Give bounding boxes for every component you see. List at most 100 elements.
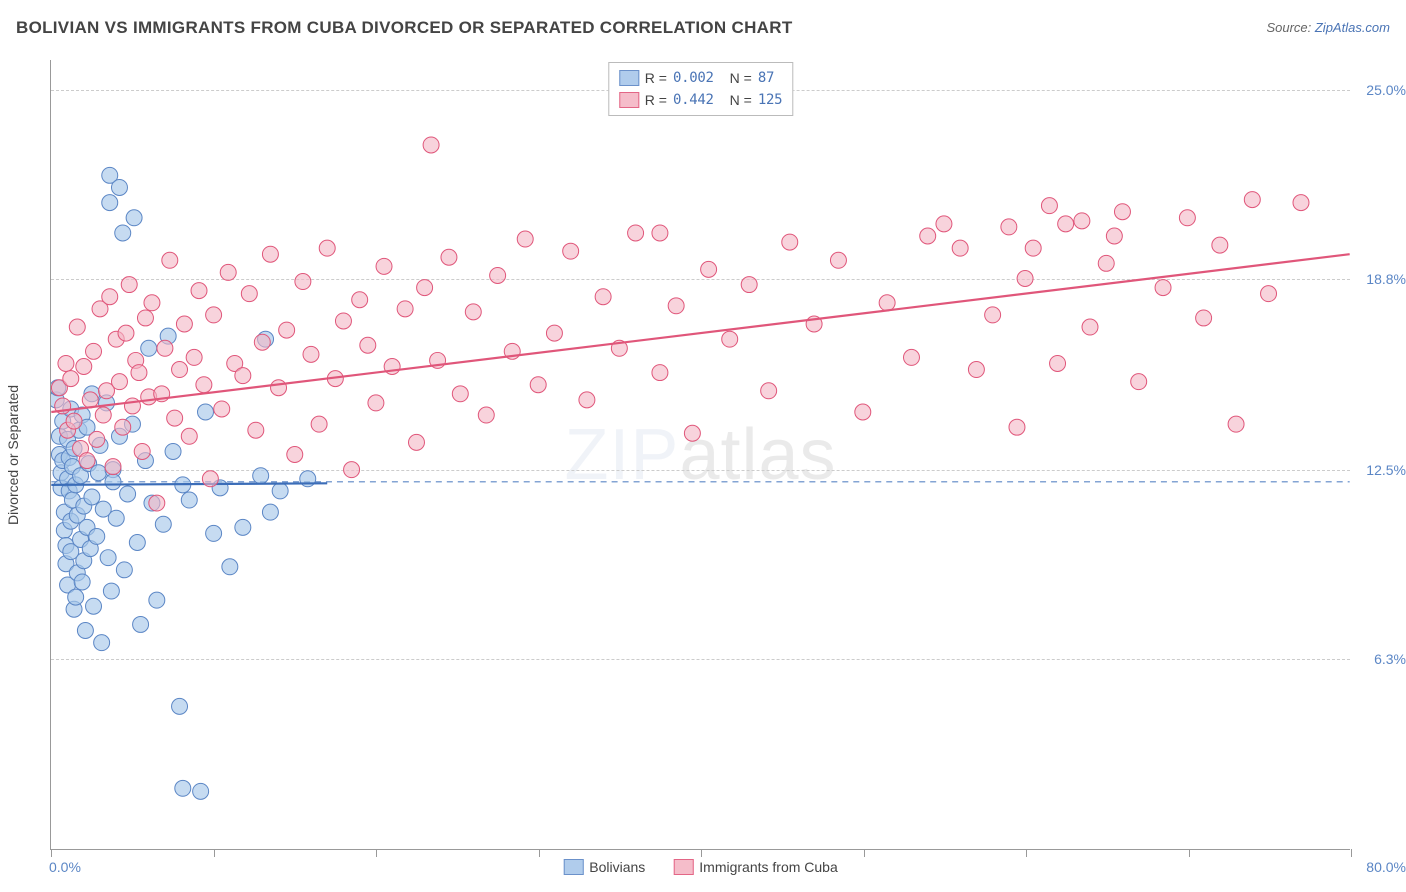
data-point (55, 398, 71, 414)
x-tick (1189, 849, 1190, 857)
x-axis-end-label: 80.0% (1366, 859, 1406, 875)
data-point (60, 431, 76, 447)
source-link[interactable]: ZipAtlas.com (1315, 20, 1390, 35)
x-tick (864, 849, 865, 857)
data-point (92, 301, 108, 317)
data-point (77, 623, 93, 639)
data-point (111, 428, 127, 444)
data-point (335, 313, 351, 329)
data-point (118, 325, 134, 341)
data-point (258, 331, 274, 347)
data-point (102, 289, 118, 305)
data-point (141, 389, 157, 405)
data-point (628, 225, 644, 241)
data-point (952, 240, 968, 256)
data-point (279, 322, 295, 338)
x-tick (539, 849, 540, 857)
data-point (89, 431, 105, 447)
data-point (165, 443, 181, 459)
data-point (95, 501, 111, 517)
data-point (64, 492, 80, 508)
data-point (105, 474, 121, 490)
x-tick (214, 849, 215, 857)
data-point (241, 286, 257, 302)
legend-bottom-label-2: Immigrants from Cuba (699, 859, 837, 875)
data-point (262, 504, 278, 520)
data-point (111, 179, 127, 195)
data-point (579, 392, 595, 408)
data-point (830, 252, 846, 268)
data-point (82, 541, 98, 557)
data-point (271, 380, 287, 396)
data-point (722, 331, 738, 347)
data-point (300, 471, 316, 487)
data-point (56, 504, 72, 520)
data-point (71, 422, 87, 438)
legend-bottom-swatch-2 (673, 859, 693, 875)
data-point (193, 783, 209, 799)
data-point (55, 453, 71, 469)
data-point (99, 395, 115, 411)
data-point (55, 413, 71, 429)
data-point (227, 355, 243, 371)
chart-container: BOLIVIAN VS IMMIGRANTS FROM CUBA DIVORCE… (0, 0, 1406, 892)
data-point (235, 519, 251, 535)
chart-title: BOLIVIAN VS IMMIGRANTS FROM CUBA DIVORCE… (16, 18, 793, 38)
legend-stats-row-1: R = 0.002 N = 87 (619, 67, 782, 89)
data-point (176, 316, 192, 332)
data-point (51, 380, 66, 396)
data-point (1098, 255, 1114, 271)
data-point (129, 535, 145, 551)
data-point (82, 392, 98, 408)
data-point (652, 365, 668, 381)
data-point (86, 598, 102, 614)
y-tick-label: 6.3% (1374, 651, 1406, 667)
watermark-zip: ZIP (564, 415, 679, 495)
data-point (206, 307, 222, 323)
data-point (84, 489, 100, 505)
data-point (222, 559, 238, 575)
data-point (89, 528, 105, 544)
data-point (63, 513, 79, 529)
data-point (68, 477, 84, 493)
data-point (74, 574, 90, 590)
data-point (144, 295, 160, 311)
data-point (303, 346, 319, 362)
data-point (155, 516, 171, 532)
data-point (668, 298, 684, 314)
x-tick (1026, 849, 1027, 857)
source-attribution: Source: ZipAtlas.com (1266, 20, 1390, 35)
data-point (517, 231, 533, 247)
plot-area: Divorced or Separated ZIPatlas 6.3%12.5%… (50, 60, 1350, 850)
data-point (69, 319, 85, 335)
data-point (181, 428, 197, 444)
data-point (137, 453, 153, 469)
data-point (761, 383, 777, 399)
data-point (430, 352, 446, 368)
data-point (1082, 319, 1098, 335)
stat-r-label-1: R = (645, 67, 667, 89)
data-point (408, 434, 424, 450)
data-point (417, 280, 433, 296)
data-point (84, 386, 100, 402)
data-point (384, 359, 400, 375)
data-point (936, 216, 952, 232)
data-point (126, 210, 142, 226)
data-point (76, 359, 92, 375)
data-point (92, 437, 108, 453)
data-point (985, 307, 1001, 323)
data-point (376, 258, 392, 274)
data-point (1131, 374, 1147, 390)
x-tick (1351, 849, 1352, 857)
data-point (128, 352, 144, 368)
data-point (206, 525, 222, 541)
legend-item-2: Immigrants from Cuba (673, 859, 837, 875)
data-point (56, 522, 72, 538)
legend-stats-row-2: R = 0.442 N = 125 (619, 89, 782, 111)
legend-swatch-1 (619, 70, 639, 86)
data-point (248, 422, 264, 438)
data-point (103, 583, 119, 599)
data-point (51, 428, 67, 444)
data-point (504, 343, 520, 359)
data-point (95, 407, 111, 423)
